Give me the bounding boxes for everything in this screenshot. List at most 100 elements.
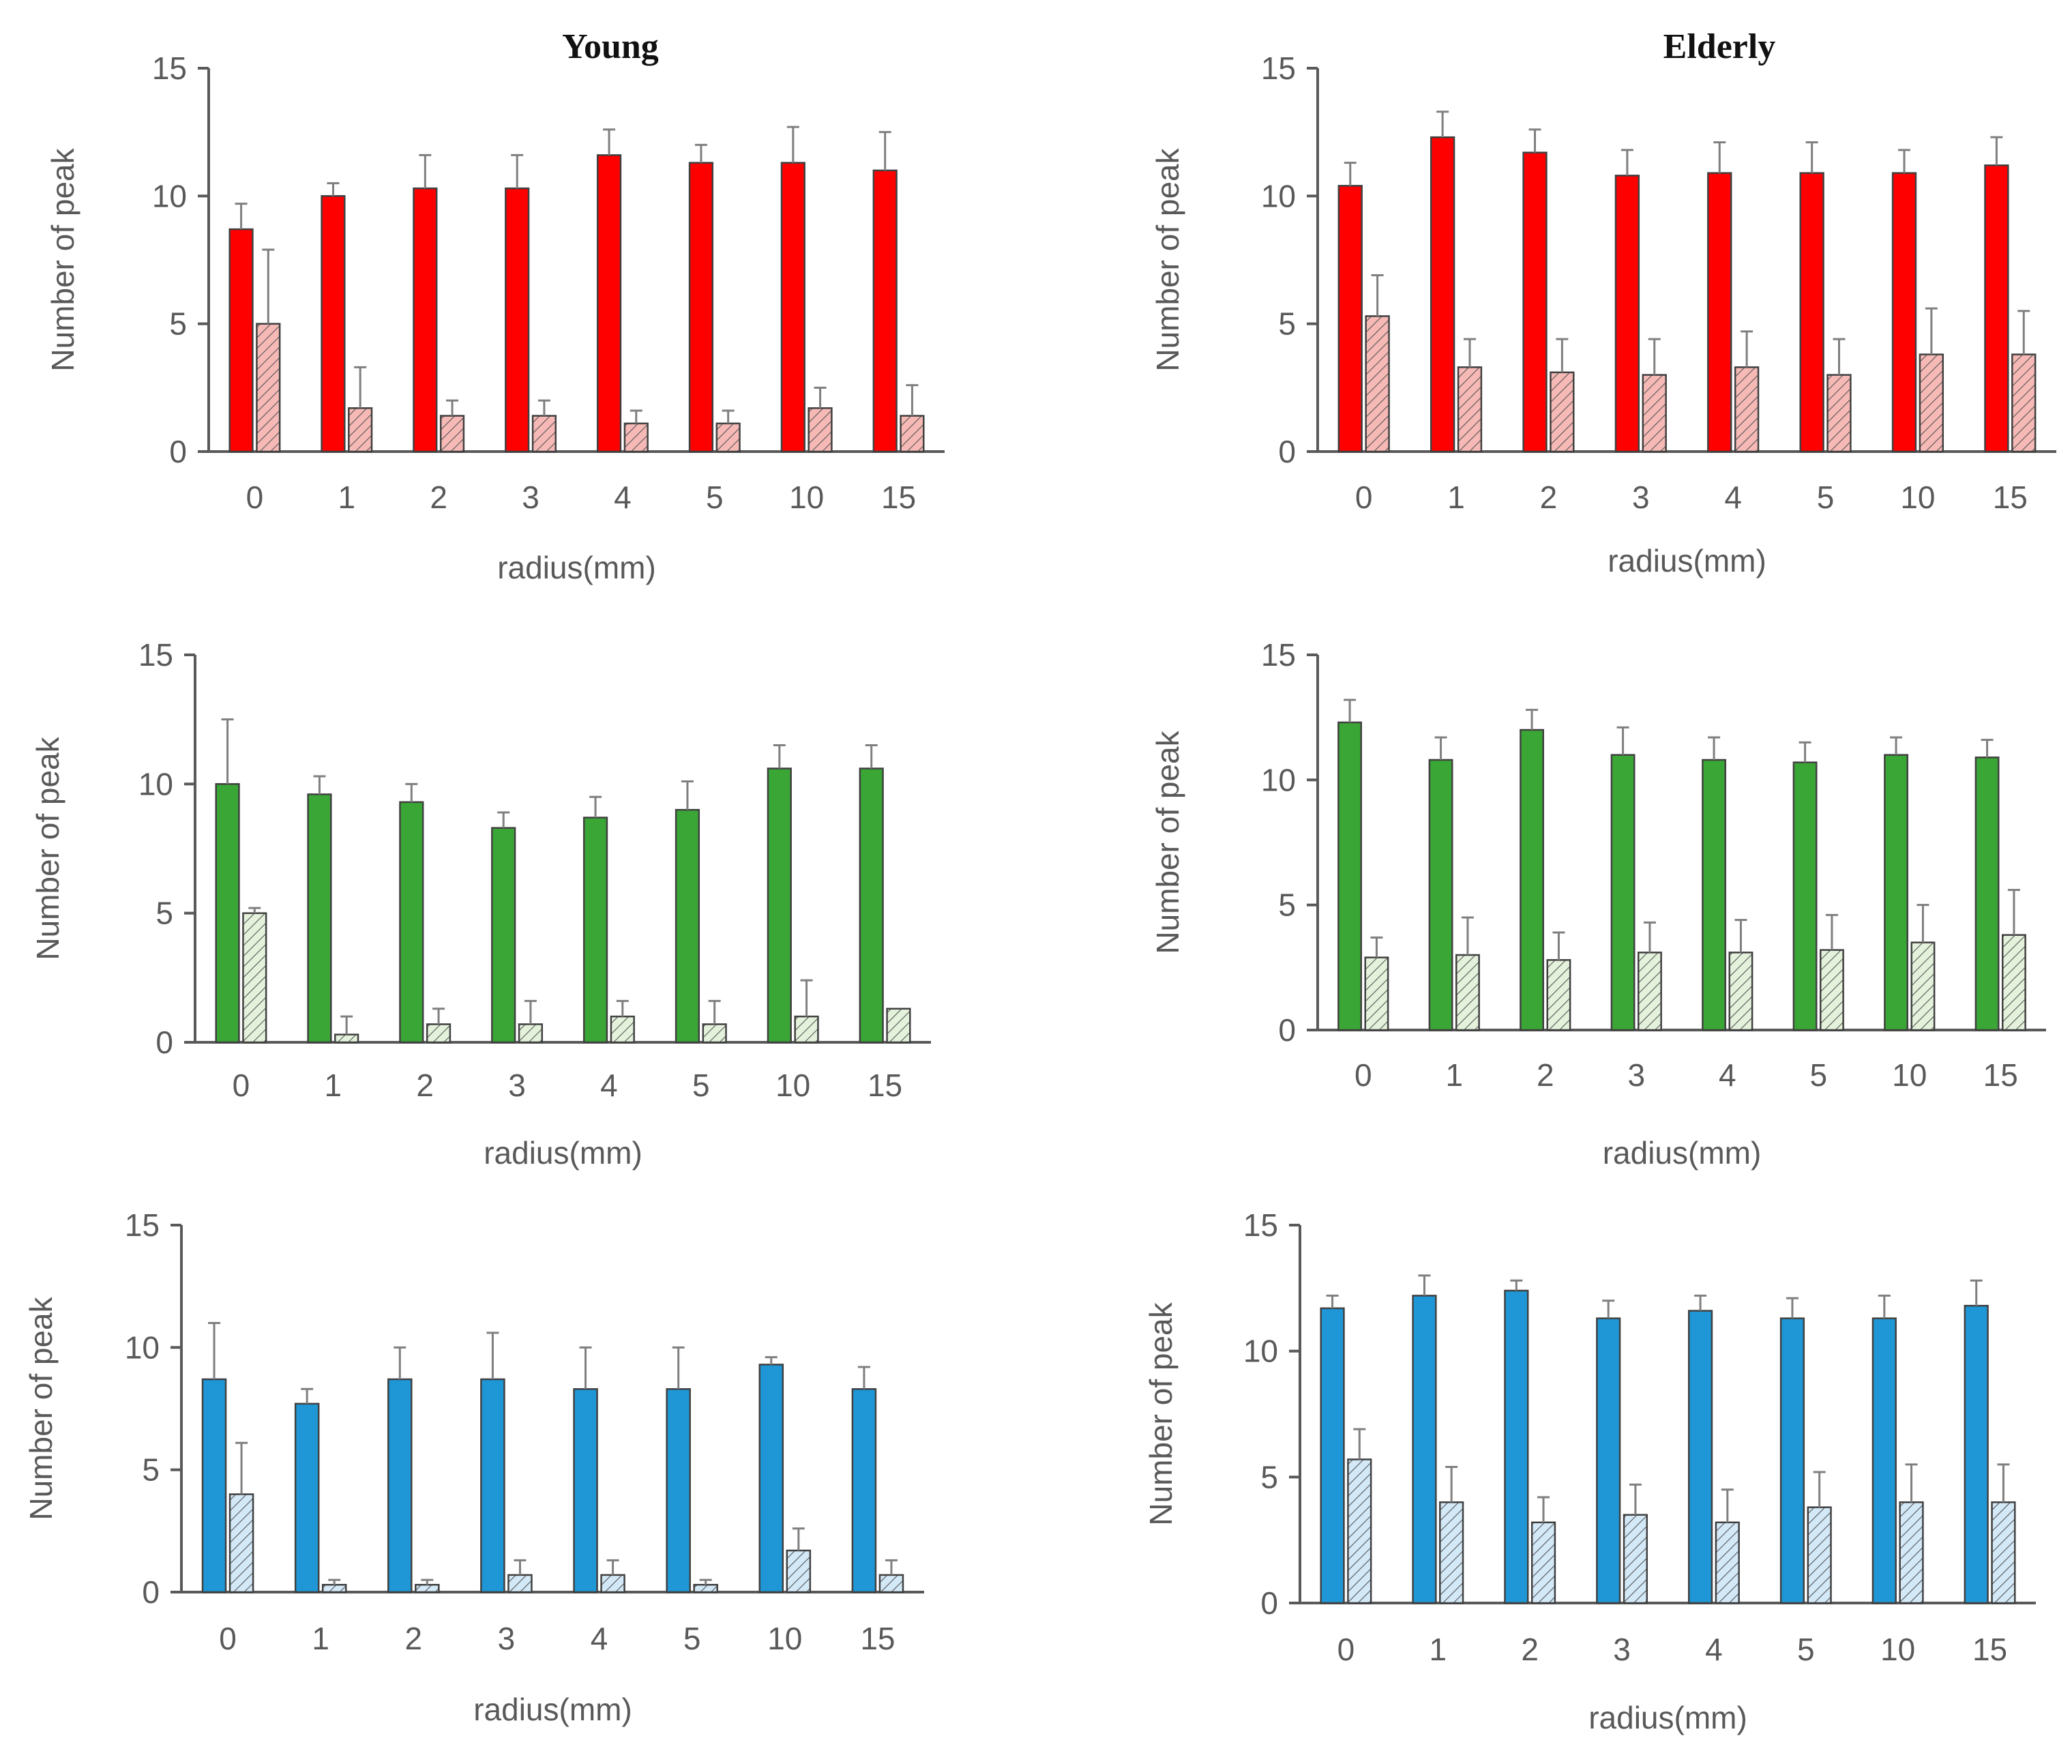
- y-axis-title: Number of peak: [23, 1296, 59, 1520]
- x-axis-title: radius(mm): [497, 550, 656, 585]
- bar-solid-1: [307, 793, 332, 1044]
- x-tick-label: 2: [405, 1621, 423, 1656]
- bar-solid-4: [596, 154, 622, 453]
- bar-solid-4: [1707, 172, 1732, 453]
- bar-hatched-3: [1642, 374, 1667, 453]
- error-bar: [1556, 338, 1569, 372]
- bar-solid-0: [215, 783, 240, 1044]
- error-bar: [885, 1559, 898, 1575]
- bar-hatched-4: [610, 1015, 635, 1044]
- y-axis-title: Number of peak: [30, 736, 65, 960]
- bar-solid-0: [1337, 721, 1362, 1031]
- bar-hatched-3: [531, 415, 557, 453]
- bar-solid-10: [1891, 172, 1917, 453]
- x-axis-title: radius(mm): [473, 1692, 632, 1727]
- error-bar: [1721, 1488, 1734, 1523]
- error-bar: [1825, 913, 1838, 950]
- bar-hatched-2: [1546, 959, 1571, 1031]
- error-bar: [1445, 1466, 1458, 1503]
- bar-hatched-3: [1638, 952, 1662, 1031]
- error-bar: [1418, 1274, 1431, 1296]
- error-bar: [419, 153, 432, 189]
- x-tick-label: 5: [1817, 480, 1835, 515]
- x-tick-label: 15: [860, 1621, 895, 1656]
- error-bar: [579, 1346, 592, 1390]
- bar-hatched-5: [702, 1023, 727, 1044]
- error-bar: [1510, 1279, 1523, 1291]
- error-bar: [497, 811, 510, 828]
- error-bar: [800, 979, 813, 1017]
- bar-hatched-10: [1910, 941, 1936, 1031]
- bar-hatched-15: [878, 1574, 904, 1593]
- error-bar: [537, 399, 550, 416]
- x-axis-title: radius(mm): [484, 1135, 642, 1171]
- x-tick-label: 0: [219, 1621, 237, 1656]
- x-tick-label: 10: [789, 480, 824, 515]
- error-bar: [606, 1559, 619, 1575]
- bar-solid-5: [666, 1388, 691, 1593]
- bar-solid-5: [1792, 761, 1818, 1031]
- x-tick-label: 4: [591, 1621, 608, 1656]
- x-axis-title: radius(mm): [1603, 1135, 1762, 1171]
- bar-solid-10: [767, 767, 792, 1044]
- error-bar: [603, 128, 616, 156]
- bar-hatched-5: [1807, 1506, 1832, 1604]
- x-tick-label: 0: [1355, 480, 1373, 515]
- y-tick-label: 15: [1243, 1207, 1278, 1243]
- bar-hatched-4: [1728, 952, 1753, 1031]
- error-bar: [1905, 1463, 1918, 1503]
- bar-solid-4: [582, 817, 608, 1044]
- bar-solid-15: [1974, 756, 2000, 1031]
- error-bar: [2007, 889, 2020, 935]
- x-tick-label: 3: [498, 1621, 516, 1656]
- error-bar: [786, 126, 799, 163]
- error-bar: [1528, 128, 1541, 153]
- y-axis-title: Number of peak: [1150, 730, 1185, 954]
- error-bar: [1786, 1297, 1799, 1319]
- error-bar: [1326, 1294, 1339, 1308]
- x-axis-title: radius(mm): [1608, 543, 1766, 578]
- bar-hatched-3: [1623, 1514, 1648, 1604]
- x-tick-label: 10: [767, 1621, 802, 1656]
- chart-panel-5: 0 5 10 15 0 1 2 3 4 5 10 15 radius(mm) Number of peak: [23, 1207, 924, 1727]
- error-bar: [235, 203, 248, 230]
- bar-solid-3: [1610, 754, 1636, 1031]
- bar-hatched-0: [228, 1493, 254, 1593]
- x-tick-label: 15: [1983, 1057, 2018, 1093]
- x-tick-label: 4: [1724, 480, 1742, 515]
- x-tick-label: 0: [1337, 1632, 1355, 1667]
- x-tick-label: 4: [1719, 1057, 1736, 1093]
- bar-solid-10: [780, 162, 805, 453]
- bar-solid-1: [1428, 759, 1453, 1031]
- bar-hatched-0: [1347, 1458, 1372, 1604]
- error-bar: [1353, 1428, 1366, 1460]
- error-bar: [1890, 736, 1903, 755]
- error-bar: [708, 999, 721, 1025]
- y-axis-title: Number of peak: [1143, 1302, 1179, 1525]
- bar-solid-10: [758, 1364, 784, 1593]
- error-bar: [1616, 726, 1629, 755]
- x-tick-label: 1: [1430, 1632, 1447, 1667]
- bar-hatched-10: [1919, 353, 1944, 453]
- bar-hatched-2: [1550, 371, 1575, 453]
- y-tick-label: 0: [1260, 1585, 1278, 1621]
- x-tick-label: 3: [522, 480, 539, 515]
- y-tick-label: 5: [1278, 306, 1296, 342]
- bar-hatched-15: [886, 1008, 911, 1044]
- y-tick-label: 0: [156, 1025, 173, 1060]
- error-bar: [262, 248, 275, 324]
- bar-solid-15: [1964, 1304, 1989, 1604]
- bar-solid-1: [1412, 1295, 1437, 1604]
- bar-solid-3: [491, 827, 516, 1044]
- x-tick-label: 2: [416, 1068, 434, 1103]
- x-tick-label: 3: [508, 1068, 526, 1103]
- x-tick-label: 2: [1521, 1632, 1539, 1667]
- error-bar: [328, 1578, 341, 1585]
- x-tick-label: 1: [338, 480, 356, 515]
- bar-solid-0: [1320, 1307, 1345, 1604]
- bar-hatched-15: [1991, 1501, 2016, 1604]
- x-tick-label: 10: [1900, 480, 1935, 515]
- bar-solid-4: [573, 1388, 598, 1593]
- error-bar: [792, 1527, 805, 1551]
- bar-hatched-1: [348, 407, 373, 453]
